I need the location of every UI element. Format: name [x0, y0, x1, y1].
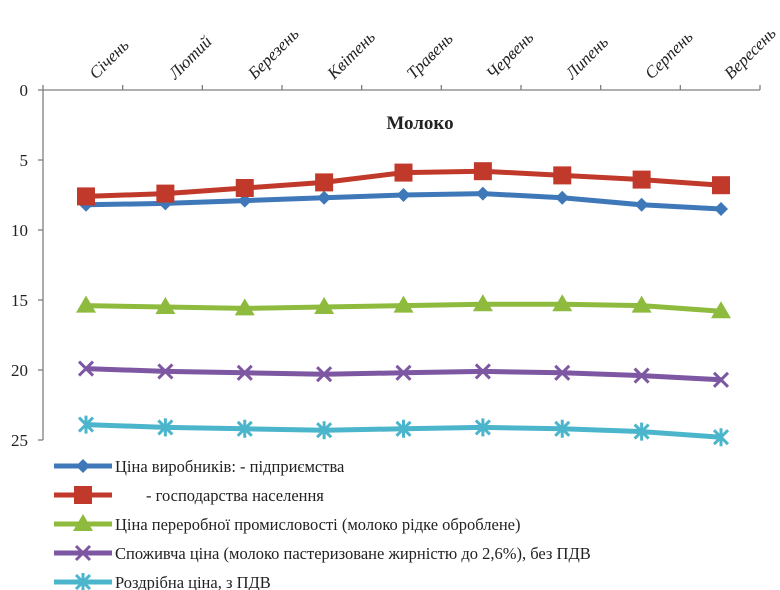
- data-point: [474, 418, 491, 437]
- data-point: [395, 419, 412, 438]
- y-tick-label: 10: [11, 221, 28, 240]
- category-labels: Січень Лютий Березень Квітень Травень Червень…: [85, 23, 779, 83]
- legend-marker: [74, 486, 92, 504]
- data-point: [156, 184, 175, 203]
- category-label: Вересень: [720, 23, 779, 82]
- legend-marker: [73, 514, 93, 531]
- legend-label: Роздрібна ціна, з ПДВ: [115, 573, 271, 590]
- series-2: [77, 162, 730, 206]
- chart-title: Молоко: [386, 113, 453, 134]
- data-point: [552, 294, 573, 312]
- y-tick-label: 15: [11, 291, 28, 310]
- series-3: [76, 294, 731, 319]
- data-point: [155, 297, 176, 314]
- series-layer: [76, 162, 731, 447]
- y-tick-label: 20: [11, 361, 28, 380]
- legend-label: - господарства населення: [146, 486, 324, 505]
- data-point: [712, 176, 730, 195]
- data-point: [394, 163, 413, 182]
- data-point: [473, 162, 492, 181]
- legend-item: Ціна переробної промисловості (молоко рі…: [54, 514, 521, 534]
- data-point: [631, 295, 652, 313]
- data-point: [314, 297, 335, 314]
- data-point: [237, 193, 252, 208]
- data-point: [553, 166, 572, 185]
- data-point: [395, 364, 412, 381]
- series-5: [77, 415, 730, 447]
- data-point: [157, 418, 174, 437]
- series-4: [77, 360, 730, 388]
- data-point: [634, 197, 649, 212]
- data-point: [316, 421, 333, 440]
- chart-legend: Ціна виробників: - підприємства - господа…: [54, 457, 591, 590]
- y-tick-label: 25: [11, 431, 28, 450]
- data-point: [157, 363, 174, 380]
- data-point: [472, 294, 493, 312]
- data-point: [712, 428, 730, 447]
- legend-label: Ціна переробної промисловості (молоко рі…: [115, 515, 521, 534]
- data-point: [712, 371, 730, 388]
- data-point: [315, 173, 334, 192]
- legend-label: Споживча ціна (молоко пастеризоване жирн…: [115, 544, 591, 563]
- data-point: [236, 419, 253, 438]
- legend-item: - господарства населення: [54, 486, 324, 505]
- legend-marker: [74, 573, 92, 590]
- data-point: [236, 364, 253, 381]
- category-label: Липень: [561, 32, 612, 83]
- legend-item: Ціна виробників: - підприємства: [54, 457, 345, 476]
- data-point: [77, 187, 95, 206]
- y-tick-label: 5: [20, 151, 29, 170]
- data-point: [77, 360, 95, 377]
- chart-axes: 0 5 10 15 20 25: [11, 81, 761, 450]
- data-point: [554, 419, 571, 438]
- data-point: [555, 190, 570, 205]
- data-point: [632, 170, 651, 189]
- data-point: [76, 295, 96, 313]
- data-point: [633, 422, 650, 441]
- category-label: Квітень: [323, 27, 379, 83]
- data-point: [393, 295, 414, 313]
- data-point: [235, 179, 254, 197]
- category-label: Серпень: [641, 27, 697, 83]
- category-label: Лютий: [164, 32, 216, 84]
- data-point: [475, 186, 490, 201]
- y-tick-label: 0: [20, 81, 29, 100]
- data-point: [714, 202, 728, 216]
- data-point: [316, 366, 333, 383]
- data-point: [711, 301, 731, 319]
- category-label: Березень: [243, 24, 302, 83]
- category-label: Січень: [85, 35, 132, 82]
- legend-item: Споживча ціна (молоко пастеризоване жирн…: [54, 544, 591, 563]
- data-point: [396, 188, 411, 202]
- data-point: [317, 190, 332, 205]
- data-point: [77, 415, 95, 434]
- legend-item: Роздрібна ціна, з ПДВ: [54, 573, 271, 590]
- data-point: [554, 364, 571, 381]
- data-point: [474, 363, 491, 380]
- legend-label: Ціна виробників: - підприємства: [115, 457, 345, 476]
- category-label: Травень: [403, 29, 457, 83]
- legend-marker: [74, 544, 92, 562]
- legend-marker: [76, 459, 90, 473]
- series-1: [79, 186, 728, 216]
- data-point: [234, 298, 255, 316]
- category-label: Червень: [482, 28, 537, 83]
- data-point: [633, 367, 650, 384]
